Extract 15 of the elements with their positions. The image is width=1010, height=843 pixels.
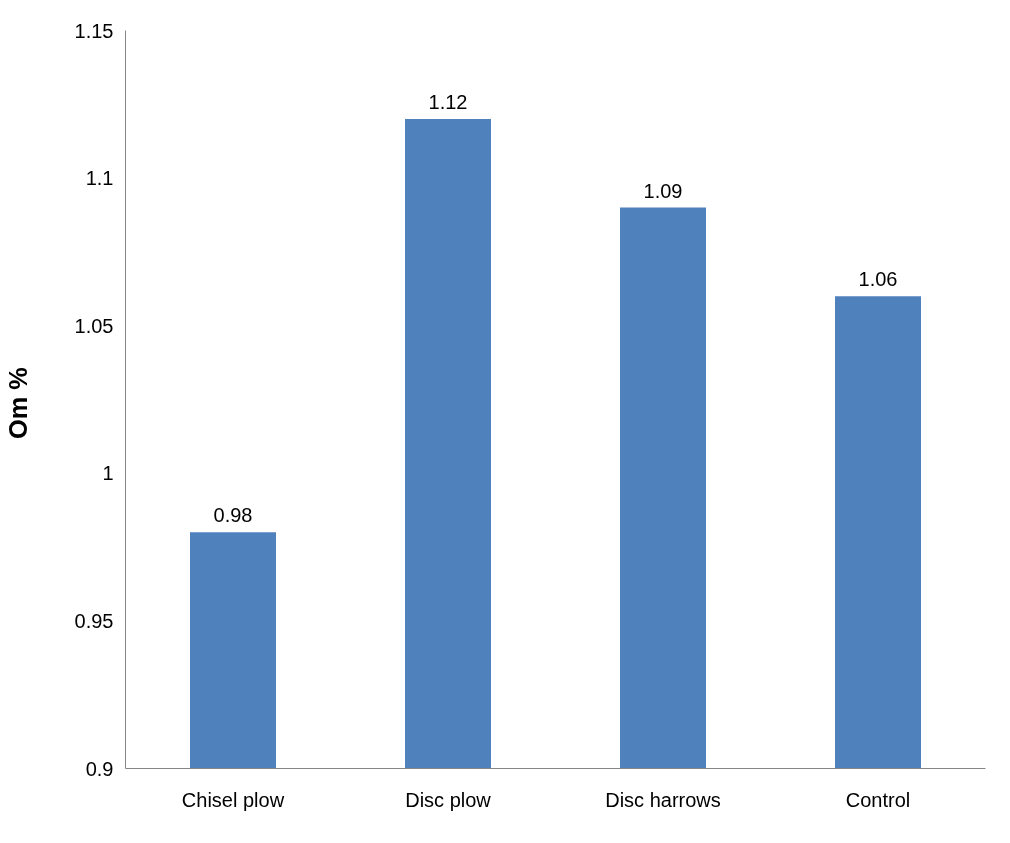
data-label: 1.09 [643,179,683,202]
data-label: 1.06 [858,268,898,291]
y-tick-label: 0.9 [85,757,114,780]
y-tick-label: 1.15 [74,19,114,42]
data-label: 1.12 [428,91,468,114]
y-tick-label: 1 [102,462,114,485]
y-tick-label: 1.05 [74,314,114,337]
x-tick-label: Disc harrows [605,788,721,811]
data-label: 0.98 [213,504,253,527]
x-tick-label: Control [845,788,911,811]
y-tick-label: 0.95 [74,609,114,632]
x-tick-label: Chisel plow [181,788,285,811]
y-tick-label: 1.1 [85,167,114,190]
x-tick-label: Disc plow [405,788,492,811]
y-axis-title: Om % [3,367,32,439]
